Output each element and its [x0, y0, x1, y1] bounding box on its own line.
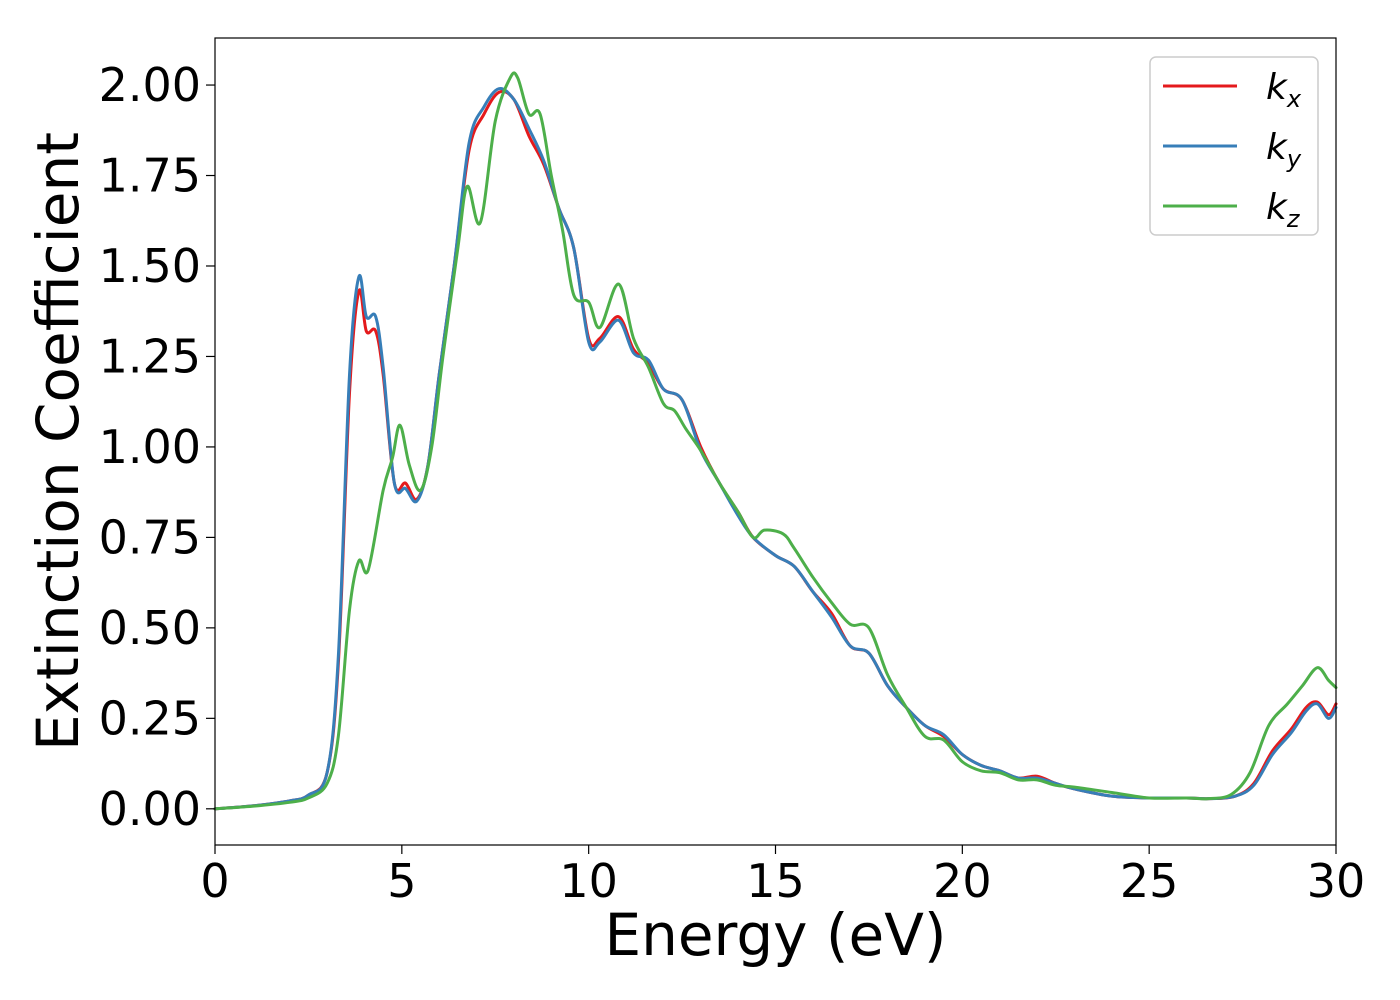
y-tick-label: 0.25 [99, 691, 201, 745]
series-line-z [213, 71, 1338, 811]
x-tick-label: 10 [559, 854, 618, 908]
series-line-y [213, 87, 1338, 811]
x-tick-label: 30 [1307, 854, 1366, 908]
x-tick-label: 20 [933, 854, 992, 908]
y-axis-label: Extinction Coefficient [24, 132, 92, 751]
y-tick-label: 1.50 [99, 239, 201, 293]
series-layer [213, 71, 1338, 811]
x-axis: 0 5 10 15 20 25 30 [200, 845, 1365, 908]
y-tick-label: 2.00 [99, 58, 201, 112]
y-tick-label: 1.25 [99, 329, 201, 383]
y-tick-label: 0.00 [99, 782, 201, 836]
y-tick-label: 1.75 [99, 149, 201, 203]
x-tick-label: 5 [387, 854, 416, 908]
legend-label-y: ky [1266, 127, 1302, 173]
x-tick-label: 25 [1120, 854, 1179, 908]
x-axis-label: Energy (eV) [604, 901, 946, 969]
x-tick-label: 0 [200, 854, 229, 908]
y-tick-label: 0.75 [99, 510, 201, 564]
y-tick-label: 0.50 [99, 601, 201, 655]
y-tick-label: 1.00 [99, 420, 201, 474]
y-axis: 0.00 0.25 0.50 0.75 1.00 1.25 1.50 1.75 2.00 [99, 58, 215, 836]
legend: kx ky kz [1149, 56, 1319, 236]
legend-label-z: kz [1266, 187, 1301, 233]
legend-label-x: kx [1266, 67, 1302, 113]
x-tick-label: 15 [746, 854, 805, 908]
